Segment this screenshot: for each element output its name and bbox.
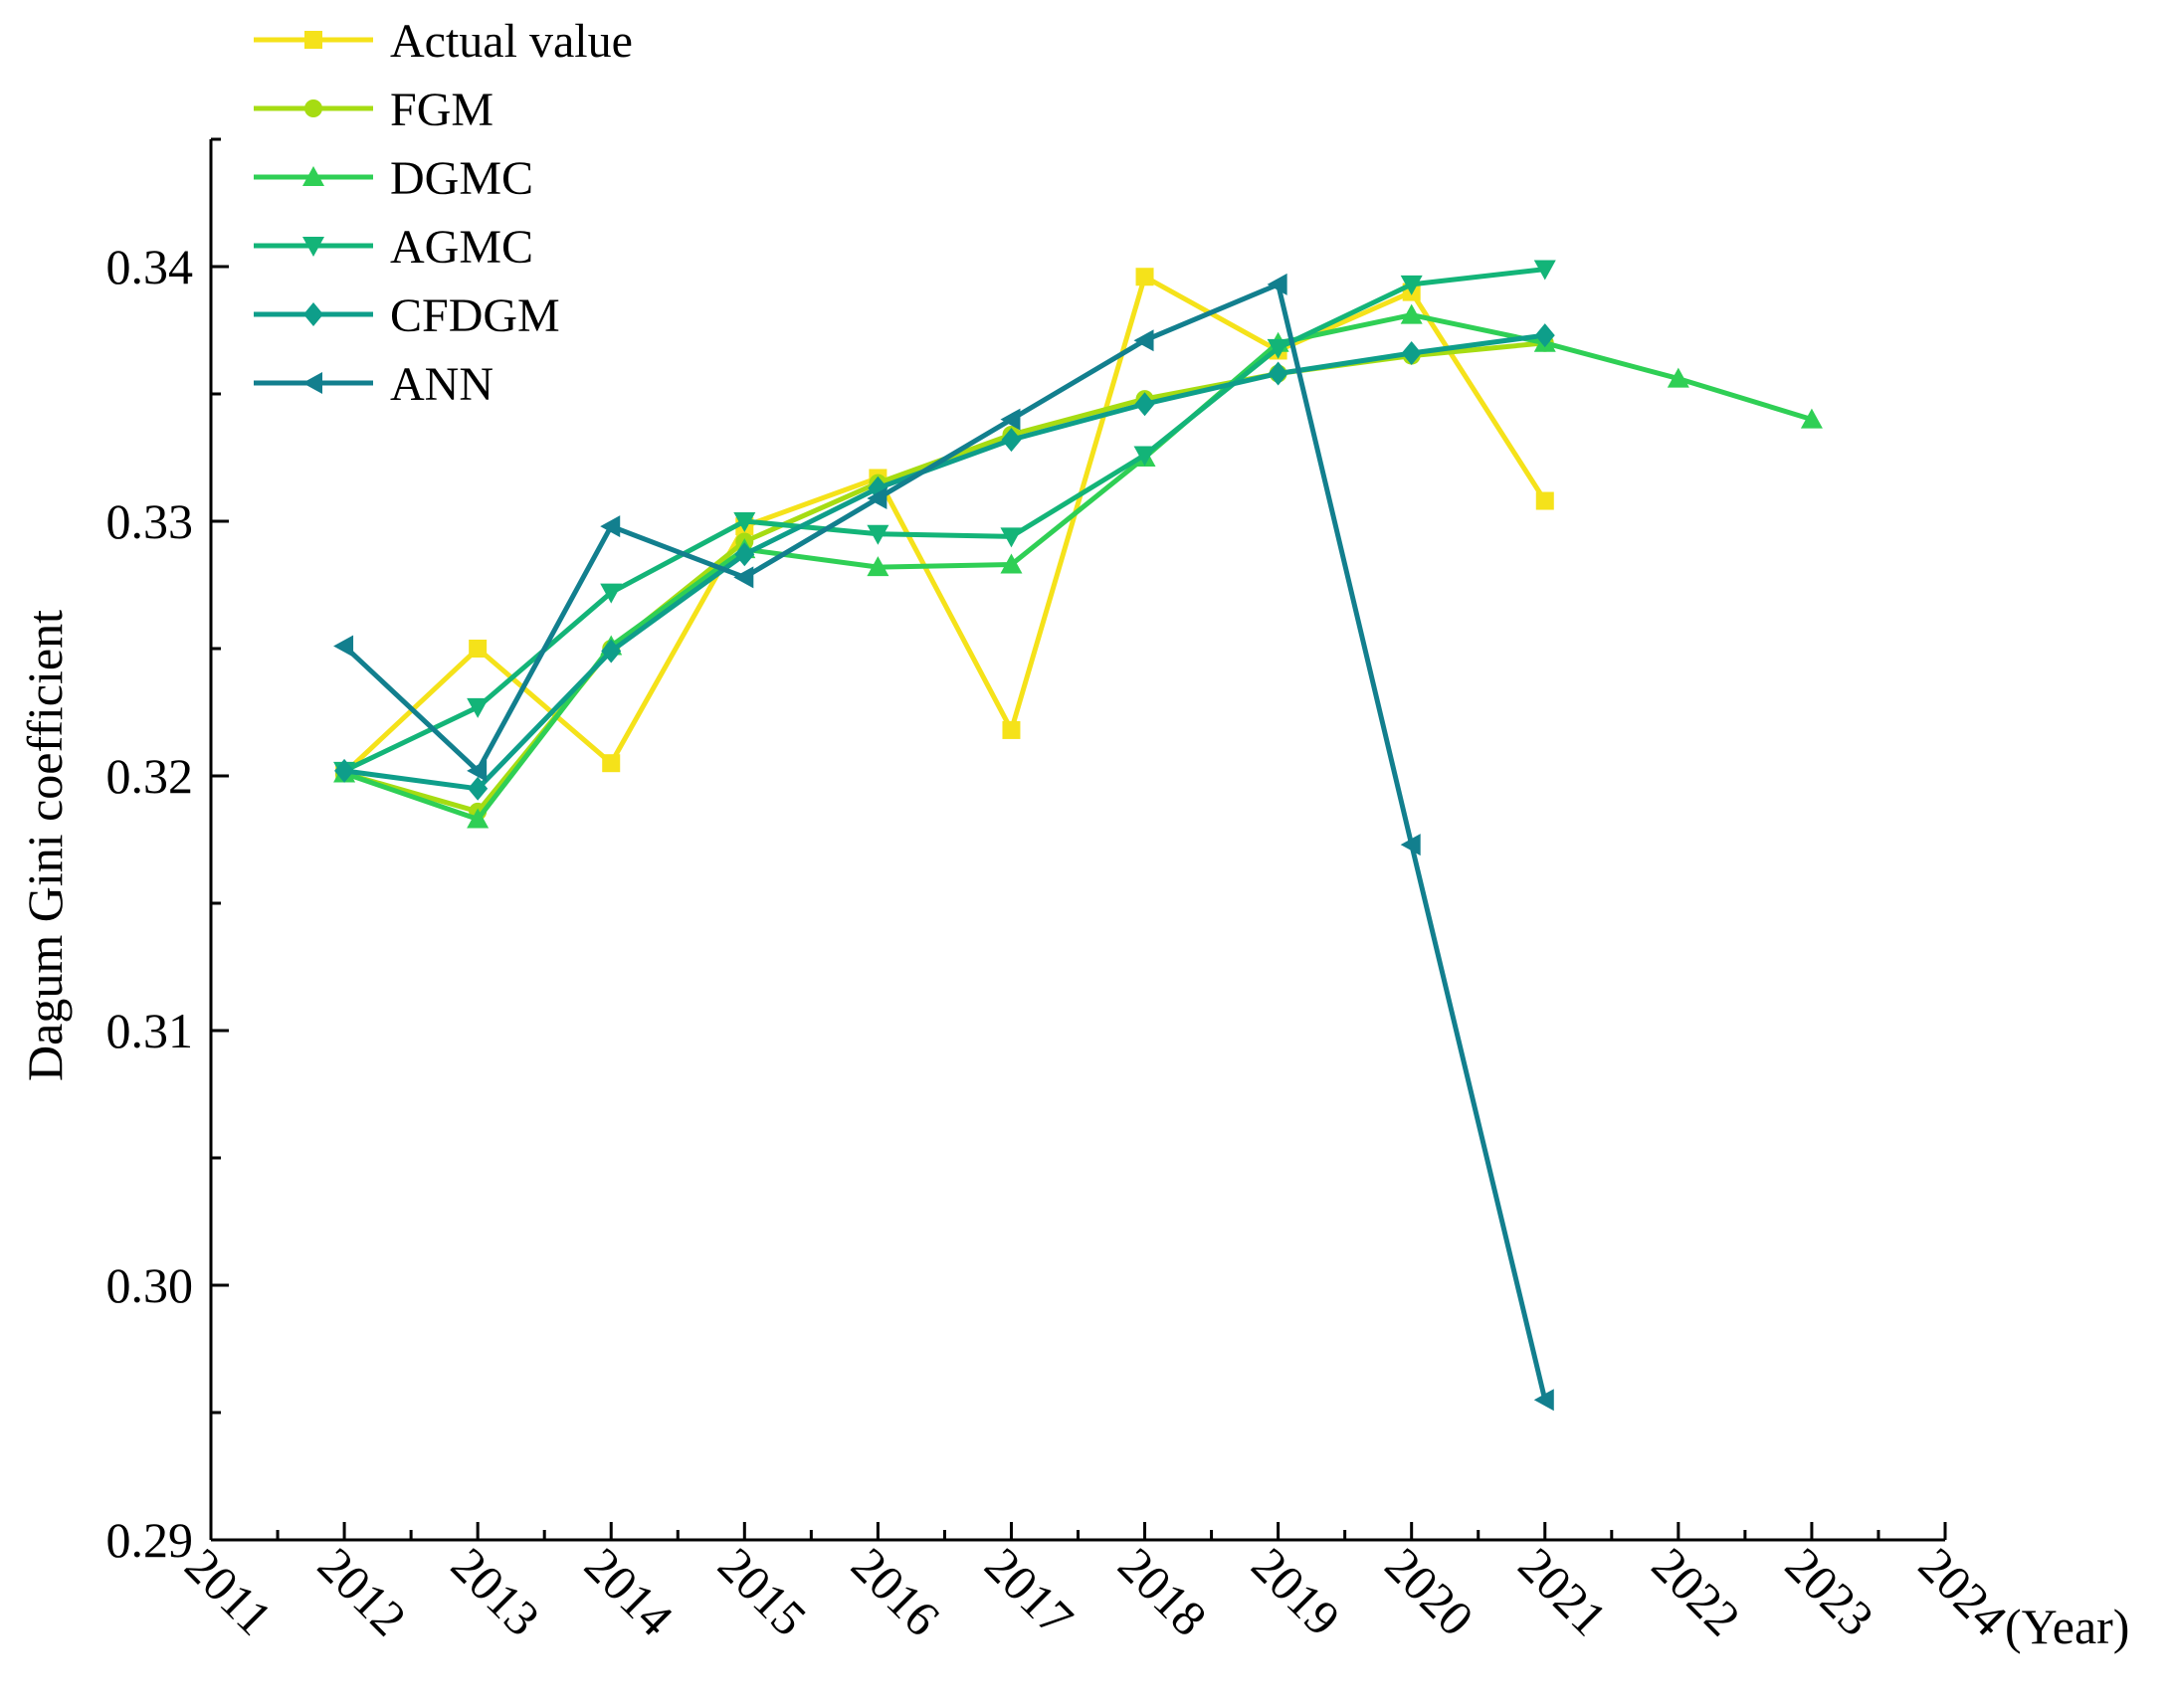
- data-point-dgmc: [467, 808, 490, 829]
- series-ann: [333, 273, 1554, 1412]
- y-axis-title: Dagum Gini coefficient: [17, 610, 73, 1081]
- legend-label: ANN: [390, 358, 493, 411]
- legend-item-cfdgm: CFDGM: [254, 289, 560, 342]
- x-tick-label: 2012: [307, 1537, 417, 1646]
- legend-label: Actual value: [390, 15, 633, 68]
- data-point-agmc: [733, 512, 756, 532]
- data-point-agmc: [1533, 260, 1556, 281]
- x-tick-label: 2015: [707, 1537, 817, 1646]
- legend: Actual value FGM DGMC AGMC CFDGM ANN: [254, 15, 633, 411]
- legend-marker: [302, 237, 324, 257]
- data-point-dgmc: [867, 556, 889, 577]
- data-point-cfdgm: [468, 776, 489, 801]
- data-point-dgmc: [1000, 553, 1023, 574]
- series-cfdgm: [334, 323, 1555, 801]
- data-point-ann: [1000, 408, 1021, 431]
- x-tick-label: 2023: [1775, 1537, 1884, 1646]
- data-point-agmc: [867, 524, 889, 545]
- data-point-agmc: [467, 697, 490, 718]
- data-point-ann: [1267, 273, 1287, 295]
- legend-marker: [302, 372, 322, 394]
- data-point-actual-value: [602, 754, 621, 773]
- legend-marker: [303, 302, 323, 326]
- data-point-cfdgm: [1534, 323, 1555, 348]
- data-point-actual-value: [469, 640, 488, 658]
- data-point-cfdgm: [1401, 341, 1422, 366]
- legend-label: CFDGM: [390, 289, 560, 342]
- data-point-agmc: [1133, 446, 1156, 467]
- x-tick-label: 2019: [1241, 1537, 1350, 1646]
- data-point-actual-value: [1002, 720, 1021, 739]
- data-point-agmc: [1267, 338, 1289, 359]
- series-line-agmc: [343, 267, 1546, 774]
- x-tick-label: 2018: [1107, 1537, 1217, 1646]
- data-point-dgmc: [1400, 303, 1423, 324]
- data-point-cfdgm: [1134, 392, 1155, 417]
- x-tick-label: 2022: [1642, 1537, 1751, 1646]
- data-point-ann: [333, 635, 354, 658]
- y-tick-label: 0.33: [106, 493, 194, 549]
- legend-marker: [302, 166, 324, 186]
- data-point-agmc: [600, 583, 623, 604]
- data-point-dgmc: [1800, 408, 1823, 429]
- legend-item-dgmc: DGMC: [254, 152, 533, 205]
- data-point-cfdgm: [334, 758, 355, 783]
- series-line-cfdgm: [343, 332, 1546, 792]
- data-point-ann: [1533, 1389, 1554, 1412]
- legend-item-fgm: FGM: [254, 84, 493, 136]
- data-point-ann: [600, 515, 621, 538]
- legend-item-actual-value: Actual value: [254, 15, 633, 68]
- x-tick-label: 2014: [574, 1537, 684, 1646]
- legend-label: DGMC: [390, 152, 533, 205]
- legend-marker: [304, 31, 322, 49]
- y-tick-label: 0.32: [106, 748, 194, 804]
- legend-marker: [304, 99, 322, 117]
- data-point-ann: [467, 759, 488, 782]
- x-tick-label: 2017: [974, 1537, 1084, 1646]
- y-tick-label: 0.31: [106, 1003, 194, 1058]
- series-line-actual-value: [342, 274, 1547, 776]
- data-point-ann: [867, 486, 888, 509]
- series-layer: [333, 260, 1823, 1412]
- x-tick-label: 2021: [1508, 1537, 1618, 1646]
- data-point-cfdgm: [1001, 428, 1022, 453]
- series-line-ann: [342, 282, 1548, 1401]
- x-tick-label: 2013: [441, 1537, 550, 1646]
- data-point-dgmc: [1667, 367, 1689, 388]
- data-point-cfdgm: [601, 639, 622, 664]
- legend-label: FGM: [390, 84, 493, 136]
- x-tick-label: 2020: [1375, 1537, 1484, 1646]
- y-tick-label: 0.34: [106, 239, 194, 294]
- x-tick-label: 2024: [1908, 1537, 2018, 1646]
- x-tick-label: 2016: [841, 1537, 950, 1646]
- data-point-ann: [1133, 329, 1154, 352]
- data-point-ann: [1400, 834, 1421, 856]
- legend-item-ann: ANN: [254, 358, 493, 411]
- series-line-dgmc: [343, 312, 1813, 822]
- data-point-agmc: [1400, 275, 1423, 295]
- y-tick-label: 0.29: [106, 1512, 194, 1568]
- x-axis-title: (Year): [2005, 1599, 2129, 1654]
- legend-item-agmc: AGMC: [254, 221, 533, 274]
- data-point-ann: [733, 566, 754, 589]
- series-actual-value: [335, 268, 1554, 783]
- y-tick-label: 0.30: [106, 1257, 194, 1313]
- data-point-actual-value: [1135, 268, 1154, 286]
- legend-label: AGMC: [390, 221, 533, 274]
- data-point-agmc: [1000, 527, 1023, 548]
- data-point-actual-value: [1535, 491, 1554, 510]
- data-point-cfdgm: [1268, 361, 1288, 386]
- data-point-cfdgm: [734, 542, 755, 567]
